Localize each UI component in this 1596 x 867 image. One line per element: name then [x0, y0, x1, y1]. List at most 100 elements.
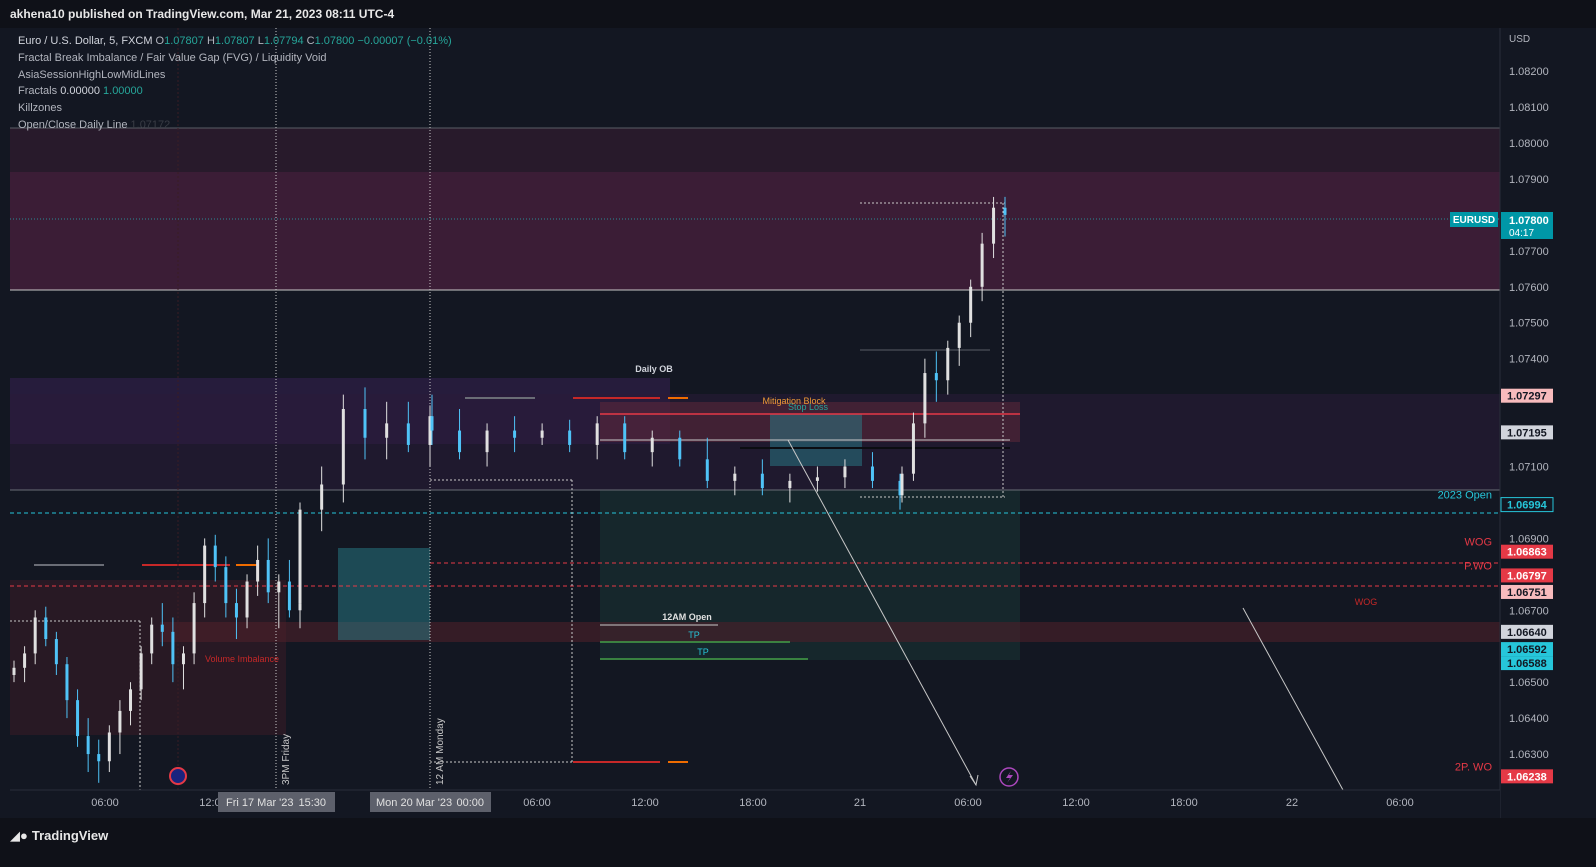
candle-body[interactable]: [923, 373, 927, 424]
candle-body[interactable]: [287, 581, 291, 611]
symbol-name[interactable]: Euro / U.S. Dollar, 5, FXCM: [18, 35, 153, 47]
candle-body[interactable]: [298, 509, 302, 604]
candle-body[interactable]: [595, 423, 599, 445]
candle-body[interactable]: [97, 754, 101, 762]
price-badge[interactable]: [1501, 656, 1553, 671]
candle-body[interactable]: [160, 624, 164, 632]
h-value: 1.07807: [214, 35, 255, 47]
us-flag-icon[interactable]: [169, 767, 187, 785]
candle-body[interactable]: [33, 617, 37, 654]
candle-body[interactable]: [458, 430, 462, 453]
candle-body[interactable]: [245, 581, 249, 618]
symbol-badge[interactable]: [1450, 212, 1498, 227]
candle-body[interactable]: [277, 581, 281, 593]
candle-body[interactable]: [139, 653, 143, 690]
candle-body[interactable]: [946, 347, 950, 381]
candle-body[interactable]: [256, 559, 260, 582]
o-label: O: [155, 35, 165, 47]
indicator-row[interactable]: AsiaSessionHighLowMidLines: [18, 68, 166, 81]
lightning-icon[interactable]: [999, 767, 1019, 787]
candle-body[interactable]: [192, 603, 196, 654]
price-badge-label: 1.06863: [1507, 547, 1547, 559]
asia-session-box: [338, 548, 430, 640]
candle-body[interactable]: [843, 466, 847, 478]
candle-body[interactable]: [870, 466, 874, 481]
candle-body[interactable]: [203, 545, 207, 604]
price-badge[interactable]: [1501, 624, 1553, 639]
candle-body[interactable]: [150, 624, 154, 654]
candle-body[interactable]: [898, 480, 902, 496]
candle-body[interactable]: [213, 545, 217, 568]
killzones-row[interactable]: Killzones: [18, 102, 63, 115]
fractals-row[interactable]: Fractals 0.00000 1.00000: [18, 83, 452, 100]
price-badge[interactable]: [1501, 544, 1553, 559]
candle-body[interactable]: [65, 664, 69, 701]
candle-body[interactable]: [385, 423, 389, 438]
candle-body[interactable]: [485, 430, 489, 453]
candle-body[interactable]: [224, 567, 228, 604]
candle-body[interactable]: [568, 430, 572, 445]
price-badge[interactable]: [1501, 568, 1553, 583]
candle-body[interactable]: [181, 653, 185, 665]
candle-body[interactable]: [934, 373, 938, 381]
candle-body[interactable]: [513, 430, 517, 438]
candle-body[interactable]: [623, 423, 627, 453]
candle-body[interactable]: [23, 653, 27, 668]
candle-body[interactable]: [44, 617, 48, 640]
price-badge[interactable]: [1501, 769, 1553, 784]
candle-body[interactable]: [320, 484, 324, 510]
time-highlight[interactable]: [370, 792, 491, 812]
tradingview-logo-text: TradingView: [31, 828, 109, 843]
twelve-am-open-label: 12AM Open: [662, 612, 712, 622]
time-highlight[interactable]: [218, 792, 335, 812]
price-badge[interactable]: [1501, 584, 1553, 599]
candle-body[interactable]: [900, 473, 904, 496]
candle-body[interactable]: [957, 322, 961, 348]
indicator-row[interactable]: Fractal Break Imbalance / Fair Value Gap…: [18, 51, 327, 64]
candle-body[interactable]: [12, 667, 16, 675]
candle-body[interactable]: [788, 480, 792, 489]
candle-body[interactable]: [118, 710, 122, 733]
open-close-row[interactable]: Open/Close Daily Line 1.07172: [18, 117, 452, 134]
candle-body[interactable]: [969, 286, 973, 323]
candle-body[interactable]: [406, 423, 410, 445]
tradingview-logo[interactable]: ◢● TradingView: [10, 828, 108, 844]
tp-label: TP: [688, 630, 700, 640]
candle-body[interactable]: [815, 477, 819, 481]
candle-body[interactable]: [540, 430, 544, 438]
candle-body[interactable]: [992, 207, 996, 244]
price-badge[interactable]: [1501, 642, 1553, 657]
candle-body[interactable]: [86, 736, 90, 755]
price-badge-label: 1.06592: [1507, 644, 1547, 656]
candle-body[interactable]: [76, 700, 80, 737]
candle-body[interactable]: [705, 459, 709, 481]
y-tick-label: 1.08000: [1509, 138, 1549, 150]
candle-body[interactable]: [760, 473, 764, 489]
candle-body[interactable]: [129, 689, 133, 711]
candle-body[interactable]: [266, 559, 270, 593]
candle-body[interactable]: [678, 437, 682, 460]
friday-label: 3PM Friday: [281, 734, 292, 785]
candle-body[interactable]: [430, 416, 434, 431]
candle-body[interactable]: [234, 603, 238, 618]
last-price-badge[interactable]: [1501, 212, 1553, 239]
candle-body[interactable]: [650, 437, 654, 453]
lightning-icon: [1006, 771, 1013, 783]
price-badge[interactable]: [1501, 388, 1553, 403]
candle-body[interactable]: [733, 473, 737, 481]
price-badge[interactable]: [1500, 497, 1554, 513]
time-highlight-time: 15:30: [298, 797, 326, 809]
candle-body[interactable]: [54, 639, 58, 665]
candle-body[interactable]: [363, 409, 367, 438]
candle-body[interactable]: [911, 423, 915, 474]
candle-body[interactable]: [428, 416, 432, 445]
candle-body[interactable]: [107, 732, 111, 762]
price-badge[interactable]: [1501, 425, 1553, 440]
candle-body[interactable]: [980, 243, 984, 287]
candle-body[interactable]: [1003, 207, 1007, 215]
candle-body[interactable]: [171, 631, 175, 665]
fractals-value-1: 0.00000: [60, 85, 100, 98]
price-badge-label: 1.06640: [1507, 627, 1547, 639]
candle-body[interactable]: [341, 409, 345, 485]
